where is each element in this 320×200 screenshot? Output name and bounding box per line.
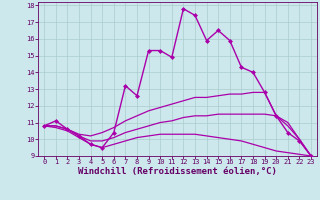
- X-axis label: Windchill (Refroidissement éolien,°C): Windchill (Refroidissement éolien,°C): [78, 167, 277, 176]
